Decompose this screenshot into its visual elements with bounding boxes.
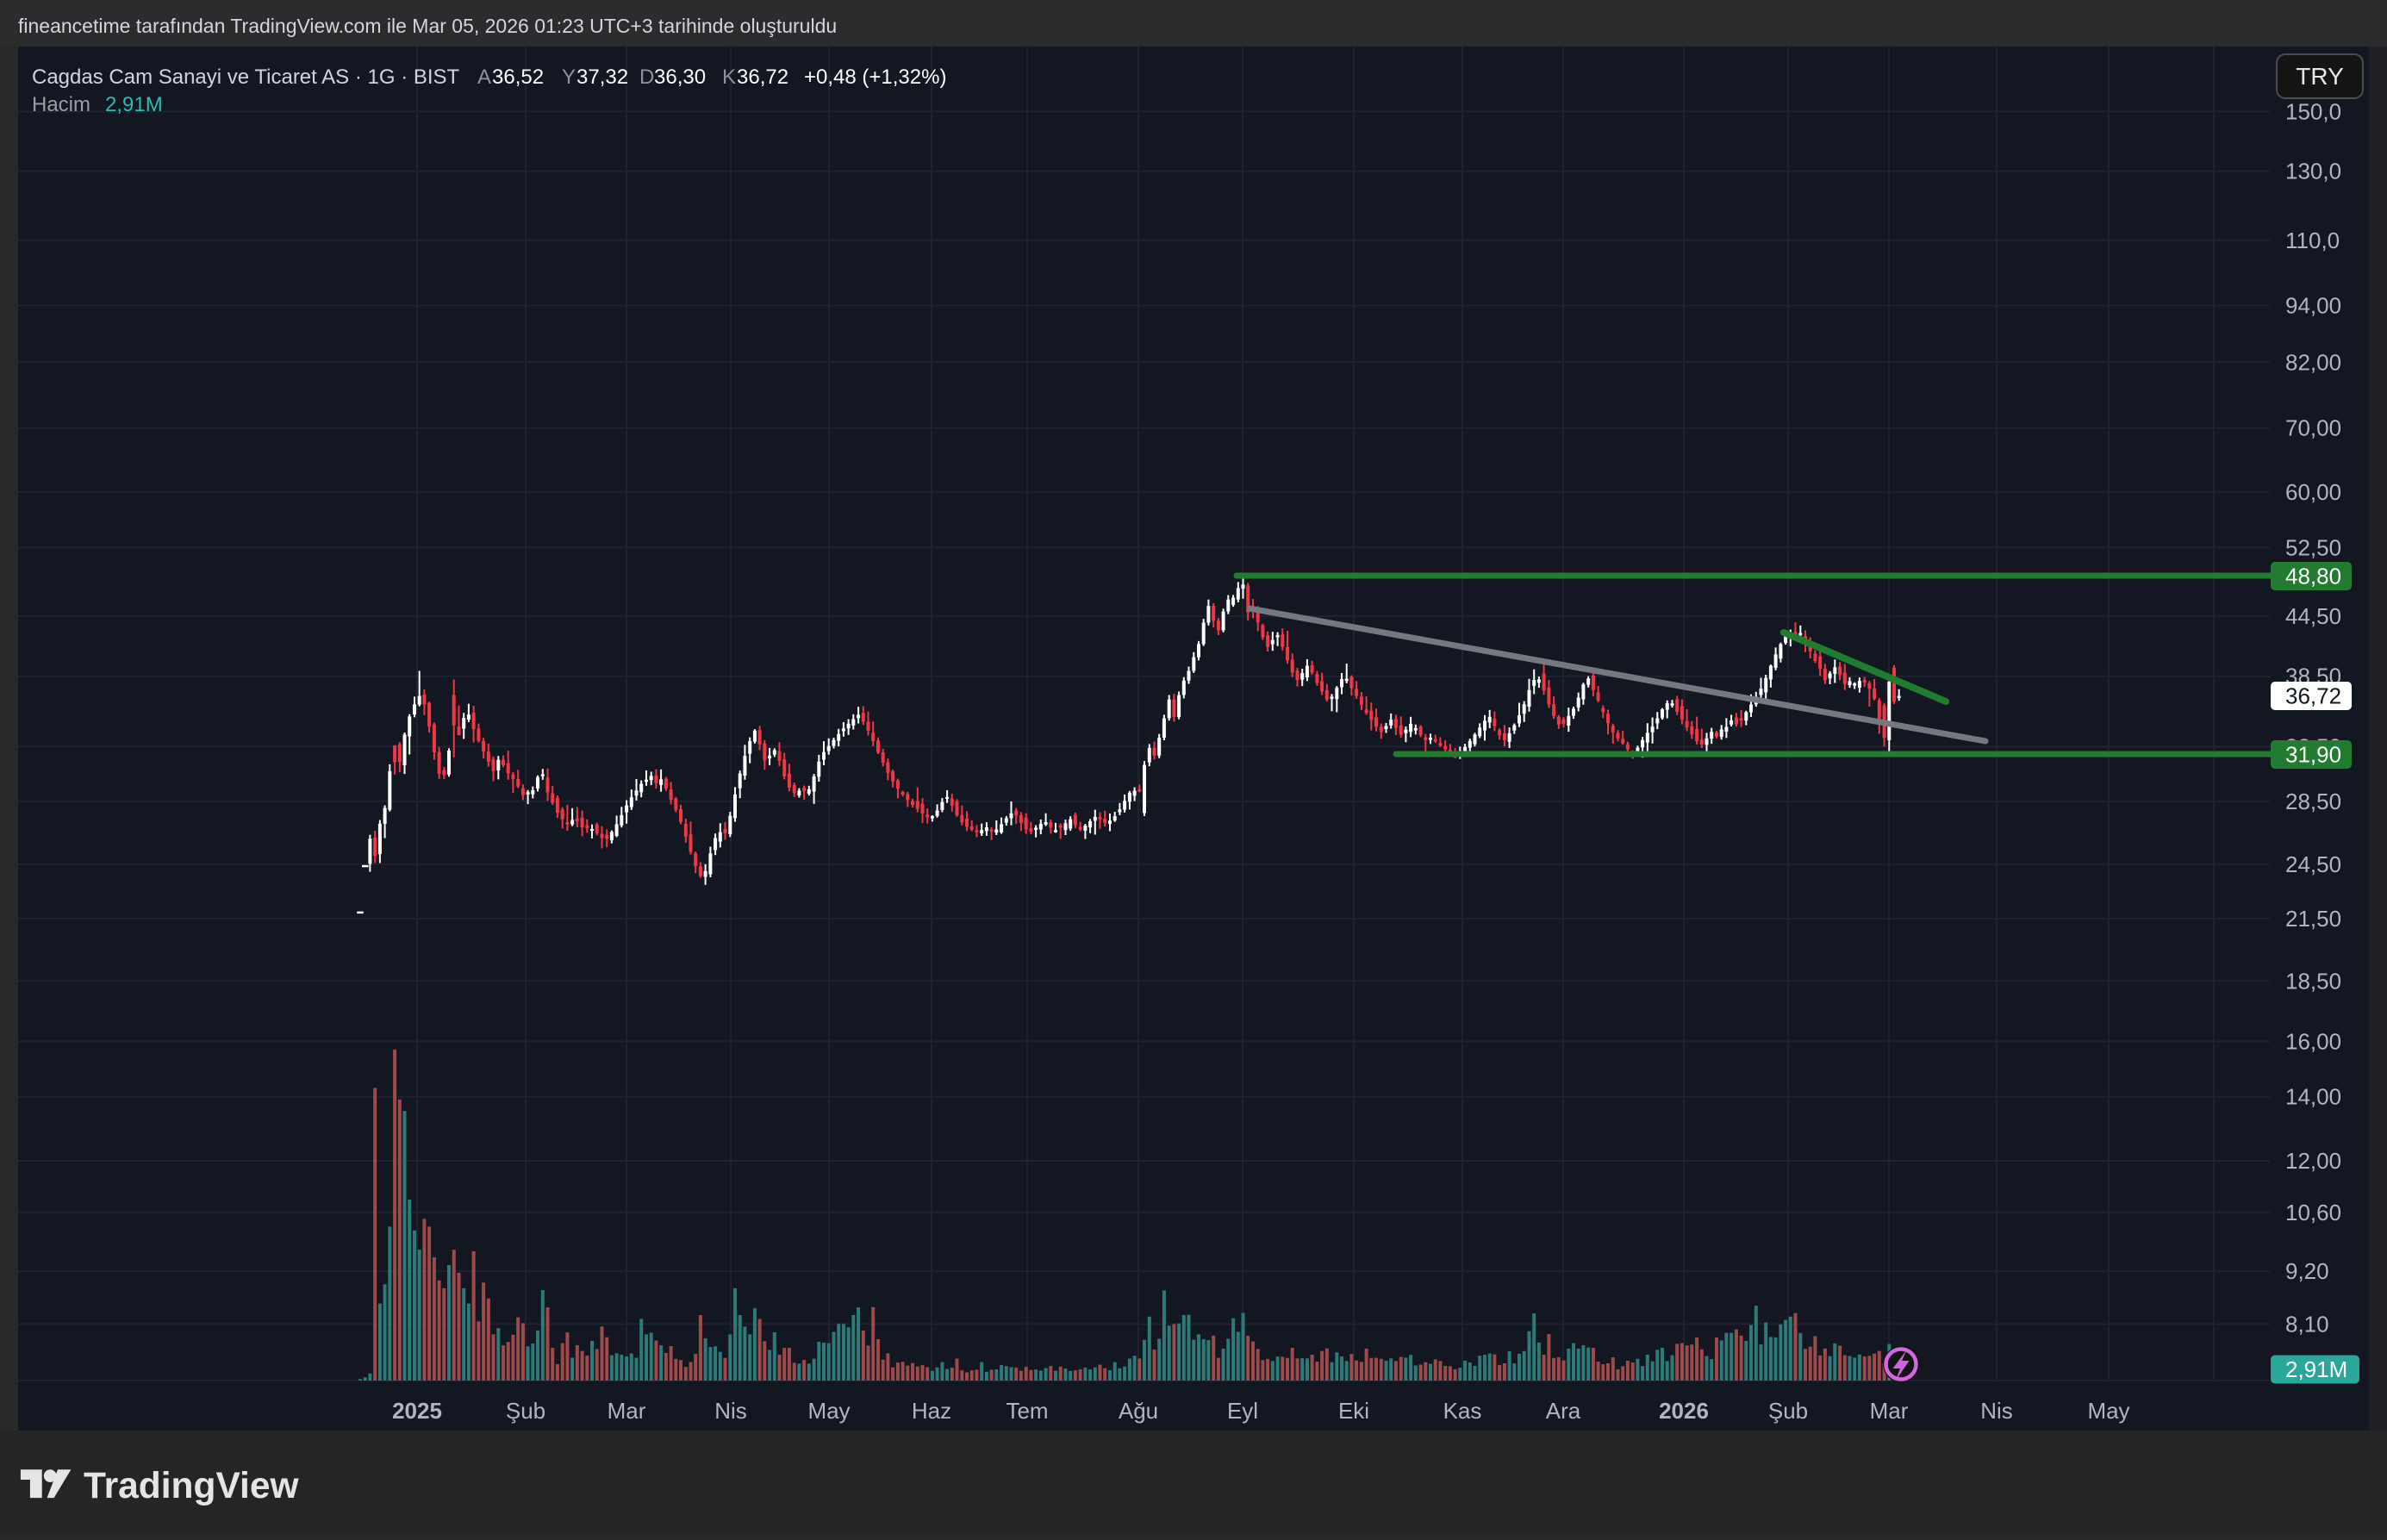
svg-text:8,10: 8,10 bbox=[2285, 1311, 2329, 1337]
svg-text:2025: 2025 bbox=[392, 1398, 442, 1424]
svg-text:Nis: Nis bbox=[714, 1398, 747, 1424]
svg-text:12,00: 12,00 bbox=[2285, 1148, 2341, 1174]
svg-text:2,91M: 2,91M bbox=[2285, 1356, 2347, 1382]
svg-text:+0,48 (+1,32%): +0,48 (+1,32%) bbox=[804, 65, 946, 89]
svg-text:Haz: Haz bbox=[912, 1398, 951, 1424]
svg-text:150,0: 150,0 bbox=[2285, 99, 2341, 125]
svg-text:Ara: Ara bbox=[1546, 1398, 1581, 1424]
svg-text:A: A bbox=[477, 65, 491, 89]
svg-text:44,50: 44,50 bbox=[2285, 603, 2341, 629]
svg-text:Ağu: Ağu bbox=[1119, 1398, 1158, 1424]
svg-text:May: May bbox=[807, 1398, 850, 1424]
svg-text:2026: 2026 bbox=[1659, 1398, 1709, 1424]
svg-text:Y: Y bbox=[562, 65, 576, 89]
svg-text:36,72: 36,72 bbox=[2285, 683, 2341, 709]
svg-text:TradingView: TradingView bbox=[84, 1466, 300, 1506]
svg-text:37,32: 37,32 bbox=[576, 65, 628, 89]
svg-text:Hacim: Hacim bbox=[32, 93, 90, 116]
svg-text:28,50: 28,50 bbox=[2285, 789, 2341, 814]
svg-text:10,60: 10,60 bbox=[2285, 1200, 2341, 1225]
svg-text:18,50: 18,50 bbox=[2285, 968, 2341, 994]
svg-text:24,50: 24,50 bbox=[2285, 851, 2341, 877]
svg-text:K: K bbox=[722, 65, 736, 89]
svg-text:110,0: 110,0 bbox=[2285, 228, 2340, 253]
svg-text:Mar: Mar bbox=[608, 1398, 646, 1424]
svg-text:Şub: Şub bbox=[506, 1398, 545, 1424]
svg-text:31,90: 31,90 bbox=[2285, 742, 2341, 768]
svg-text:May: May bbox=[2087, 1398, 2129, 1424]
svg-text:Cagdas Cam Sanayi ve Ticaret A: Cagdas Cam Sanayi ve Ticaret AS · 1G · B… bbox=[32, 65, 460, 89]
svg-text:9,20: 9,20 bbox=[2285, 1258, 2329, 1284]
svg-text:Mar: Mar bbox=[1870, 1398, 1909, 1424]
svg-text:70,00: 70,00 bbox=[2285, 415, 2341, 441]
svg-text:TRY: TRY bbox=[2296, 63, 2344, 90]
svg-text:Eki: Eki bbox=[1338, 1398, 1369, 1424]
svg-text:21,50: 21,50 bbox=[2285, 906, 2341, 932]
svg-text:52,50: 52,50 bbox=[2285, 534, 2341, 560]
svg-text:82,00: 82,00 bbox=[2285, 349, 2341, 375]
svg-text:D: D bbox=[639, 65, 654, 89]
svg-text:36,52: 36,52 bbox=[492, 65, 544, 89]
svg-text:36,30: 36,30 bbox=[654, 65, 706, 89]
svg-text:36,72: 36,72 bbox=[737, 65, 788, 89]
svg-text:Nis: Nis bbox=[1980, 1398, 2013, 1424]
svg-text:94,00: 94,00 bbox=[2285, 293, 2341, 319]
svg-text:2,91M: 2,91M bbox=[105, 93, 163, 116]
svg-text:60,00: 60,00 bbox=[2285, 479, 2341, 505]
svg-text:Kas: Kas bbox=[1443, 1398, 1482, 1424]
svg-text:130,0: 130,0 bbox=[2285, 159, 2341, 184]
svg-text:16,00: 16,00 bbox=[2285, 1028, 2341, 1054]
svg-text:Eyl: Eyl bbox=[1227, 1398, 1258, 1424]
svg-text:14,00: 14,00 bbox=[2285, 1084, 2341, 1110]
svg-text:48,80: 48,80 bbox=[2285, 564, 2341, 589]
svg-text:Şub: Şub bbox=[1768, 1398, 1808, 1424]
svg-text:fineancetime tarafından Tradin: fineancetime tarafından TradingView.com … bbox=[18, 15, 837, 37]
svg-text:Tem: Tem bbox=[1006, 1398, 1048, 1424]
